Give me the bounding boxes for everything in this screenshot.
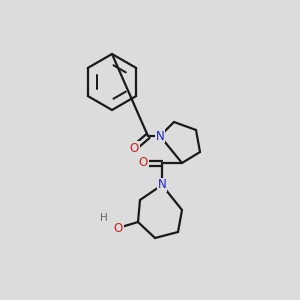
Text: O: O	[129, 142, 139, 154]
Text: H: H	[100, 213, 108, 223]
Text: N: N	[158, 178, 166, 191]
Text: N: N	[156, 130, 164, 142]
Text: O: O	[138, 157, 148, 169]
Text: O: O	[113, 221, 123, 235]
